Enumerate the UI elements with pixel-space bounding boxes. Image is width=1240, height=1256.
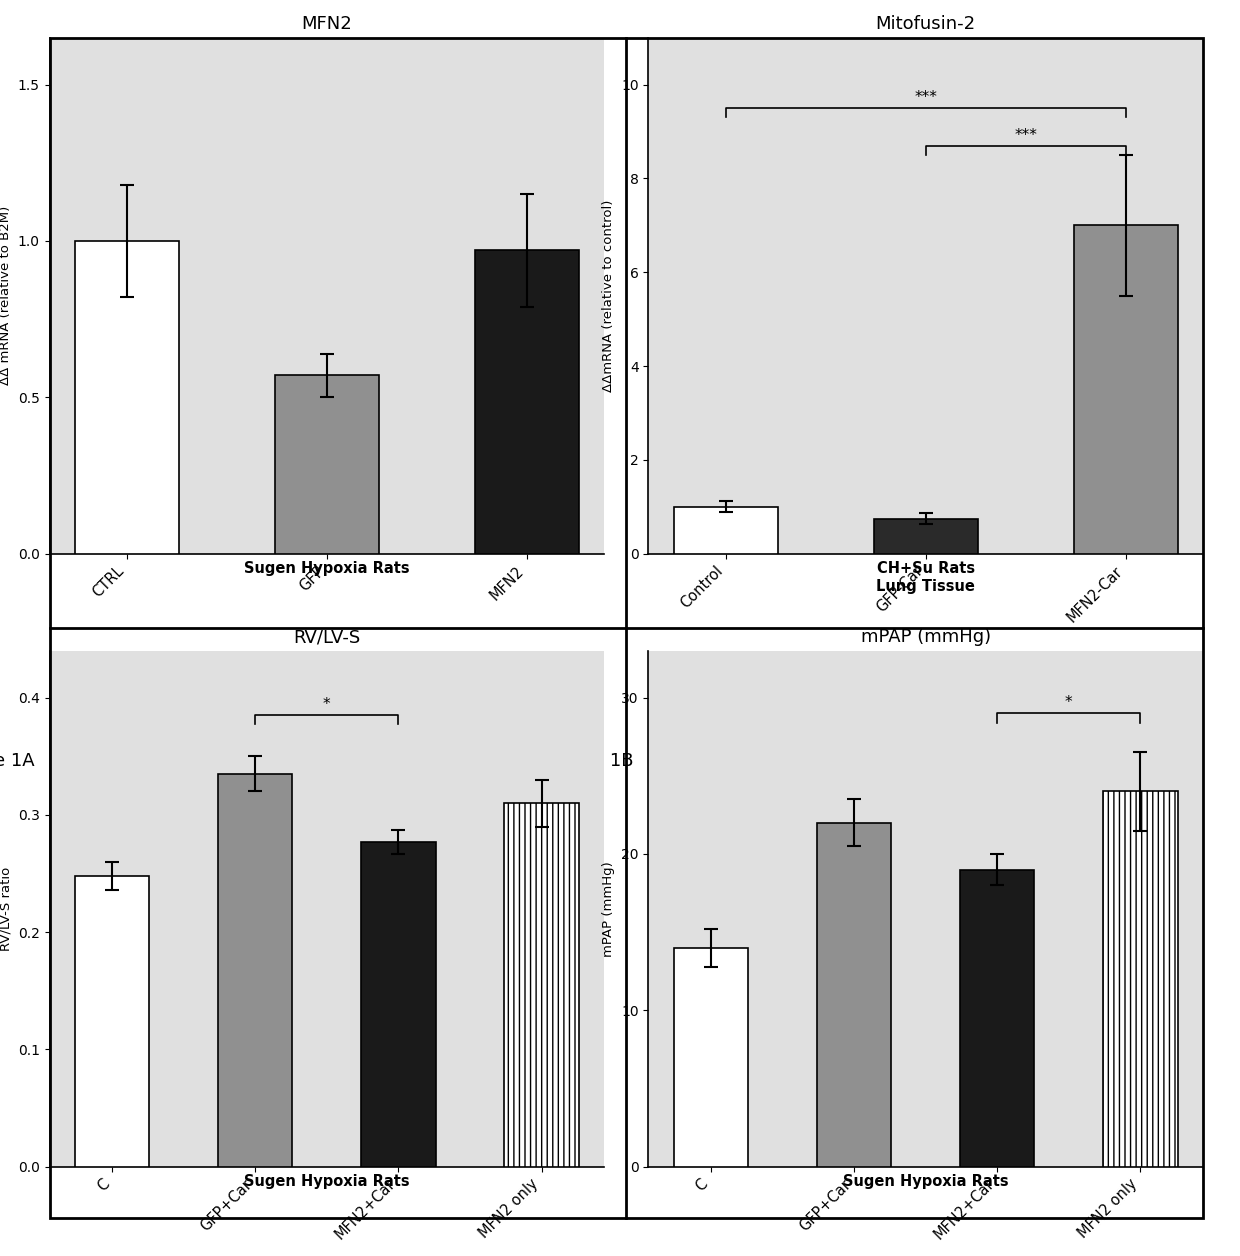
Text: Figure 1A: Figure 1A	[0, 752, 35, 770]
Bar	[74, 875, 149, 1167]
Bar	[361, 842, 435, 1167]
Title: MFN2: MFN2	[301, 15, 352, 34]
Title: mPAP (mmHg): mPAP (mmHg)	[861, 628, 991, 647]
Title: RV/LV-S: RV/LV-S	[293, 628, 361, 647]
Title: Mitofusin-2: Mitofusin-2	[875, 15, 976, 34]
Bar	[218, 774, 293, 1167]
Bar	[673, 948, 748, 1167]
Bar	[505, 803, 579, 1167]
Text: CH+Su Rats
Lung Tissue: CH+Su Rats Lung Tissue	[877, 561, 975, 594]
Y-axis label: ΔΔmRNA (relative to control): ΔΔmRNA (relative to control)	[603, 200, 615, 392]
Bar	[874, 519, 977, 554]
Y-axis label: RV/LV-S ratio: RV/LV-S ratio	[0, 867, 12, 951]
Bar	[673, 506, 777, 554]
Text: *: *	[1065, 696, 1073, 711]
Bar	[74, 241, 179, 554]
Y-axis label: ΔΔ mRNA (relative to B2M): ΔΔ mRNA (relative to B2M)	[0, 206, 12, 386]
Text: Sugen Hypoxia Rats: Sugen Hypoxia Rats	[244, 1174, 409, 1189]
Text: ***: ***	[1014, 128, 1037, 143]
Text: Figure 1B: Figure 1B	[548, 752, 634, 770]
Bar	[1074, 225, 1178, 554]
Text: Sugen Hypoxia Rats: Sugen Hypoxia Rats	[244, 561, 409, 577]
Text: ***: ***	[914, 90, 937, 106]
Bar	[1104, 791, 1178, 1167]
Bar	[960, 869, 1034, 1167]
Text: Sugen Hypoxia Rats: Sugen Hypoxia Rats	[843, 1174, 1008, 1189]
Y-axis label: mPAP (mmHg): mPAP (mmHg)	[603, 860, 615, 957]
Text: *: *	[322, 697, 331, 712]
Bar	[475, 250, 579, 554]
Bar	[275, 376, 378, 554]
Bar	[817, 823, 892, 1167]
